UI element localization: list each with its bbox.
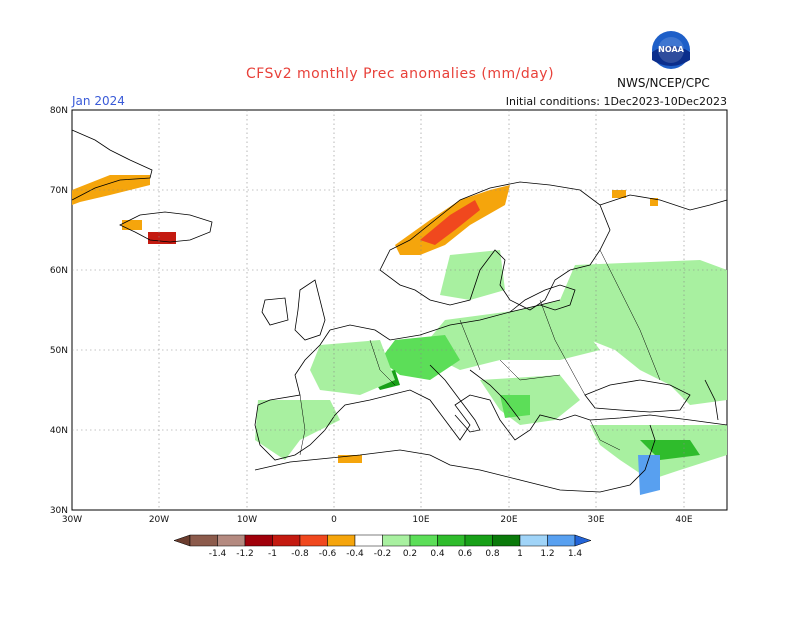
lon-label: 20W — [149, 515, 169, 525]
dry-core-norway — [420, 200, 480, 245]
wet-area-alps — [380, 335, 460, 380]
legend-label: -1 — [268, 549, 277, 559]
coast-russia-north — [599, 194, 728, 211]
legend-swatch — [327, 534, 356, 547]
coast-baltic — [509, 284, 576, 313]
lon-label: 40E — [675, 515, 692, 525]
legend-label: 0.6 — [458, 549, 473, 559]
lon-label: 30E — [587, 515, 604, 525]
coast-levant — [649, 424, 656, 456]
lat-label: 50N — [50, 346, 68, 356]
lon-label: 10E — [412, 515, 429, 525]
coast-black-sea — [584, 379, 691, 413]
color-legend — [173, 534, 592, 547]
border-spain-portugal — [299, 394, 306, 456]
border-balkans — [499, 359, 561, 381]
longitude-labels: 30W 20W 10W 0 10E 20E 30E 40E — [62, 515, 693, 525]
legend-swatch — [492, 534, 521, 547]
legend-swatch — [299, 534, 328, 547]
lat-label: 70N — [50, 186, 68, 196]
chart-title: CFSv2 monthly Prec anomalies (mm/day) — [245, 66, 555, 82]
coast-med-north — [389, 389, 728, 441]
coast-iceland — [119, 211, 213, 243]
legend-label: -0.2 — [374, 549, 392, 559]
logo-text: NOAA — [658, 45, 684, 54]
graticule — [72, 110, 727, 510]
coast-ireland — [261, 297, 289, 326]
legend-swatch — [272, 534, 301, 547]
lat-label: 30N — [50, 506, 68, 516]
lat-label: 60N — [50, 266, 68, 276]
dry-area-kola — [612, 190, 626, 198]
coast-biscay-iberia — [254, 329, 391, 461]
coast-north-africa — [254, 449, 651, 493]
country-borders — [299, 249, 661, 456]
lat-label: 40N — [50, 426, 68, 436]
legend-swatch — [409, 534, 438, 547]
border-germany-poland — [459, 319, 481, 371]
legend-swatch — [354, 534, 383, 547]
legend-label: 0.4 — [430, 549, 445, 559]
lon-label: 10W — [237, 515, 257, 525]
border-france-germany — [369, 339, 396, 386]
wet-area-france — [310, 340, 395, 395]
coast-north-sea — [329, 299, 561, 341]
legend-swatch — [217, 534, 246, 547]
legend-label: -0.6 — [319, 549, 337, 559]
coast-great-britain — [294, 279, 326, 341]
legend-label: 1.4 — [568, 549, 583, 559]
legend-label: -1.4 — [209, 549, 227, 559]
legend-swatch — [464, 534, 493, 547]
legend-swatch — [437, 534, 466, 547]
coast-adriatic — [469, 369, 521, 421]
initial-conditions-label: Initial conditions: 1Dec2023-10Dec2023 — [505, 95, 727, 108]
legend-label: 0.8 — [485, 549, 500, 559]
legend-swatch — [189, 534, 218, 547]
coastlines — [71, 129, 728, 493]
legend-swatch — [519, 534, 548, 547]
legend-swatch — [244, 534, 273, 547]
wet-area-russia — [560, 260, 727, 405]
wet-area-scandinavia — [440, 250, 505, 300]
legend-arrow-high — [574, 534, 592, 547]
wet-area-central-europe — [420, 300, 600, 370]
coast-greenland — [71, 129, 153, 201]
legend-label: -1.2 — [236, 549, 254, 559]
latitude-labels: 80N 70N 60N 50N 40N 30N — [50, 106, 68, 516]
legend-label: -0.4 — [346, 549, 364, 559]
wet-core-levant — [638, 455, 660, 495]
legend-label: 1.2 — [540, 549, 554, 559]
coast-scandinavia — [379, 181, 611, 311]
lon-label: 0 — [331, 515, 337, 525]
organization-label: NWS/NCEP/CPC — [617, 76, 710, 90]
dry-area-greenland — [72, 175, 150, 205]
legend-label: 1 — [517, 549, 523, 559]
dry-area-north-africa — [338, 455, 362, 463]
border-russia-west — [599, 249, 661, 381]
legend-label: -0.8 — [291, 549, 309, 559]
wet-core-balkans — [500, 395, 530, 418]
noaa-logo: NOAA — [652, 31, 690, 69]
dry-area-iceland — [148, 232, 176, 244]
lon-label: 20E — [500, 515, 517, 525]
dry-area-barents — [650, 198, 658, 206]
lat-label: 80N — [50, 106, 68, 116]
legend-swatch — [382, 534, 411, 547]
border-turkey — [589, 419, 621, 451]
legend-arrow-low — [173, 534, 191, 547]
legend-label: 0.2 — [403, 549, 417, 559]
coast-caspian — [704, 379, 719, 421]
border-poland-ukraine — [539, 299, 586, 396]
lon-label: 30W — [62, 515, 82, 525]
legend-labels: -1.4 -1.2 -1 -0.8 -0.6 -0.4 -0.2 0.2 0.4 0.6 0.8 1 1… — [209, 549, 583, 559]
coast-italy — [429, 364, 481, 433]
period-label: Jan 2024 — [72, 94, 125, 108]
legend-swatch — [547, 534, 576, 547]
dry-area-iceland-west — [122, 220, 142, 230]
